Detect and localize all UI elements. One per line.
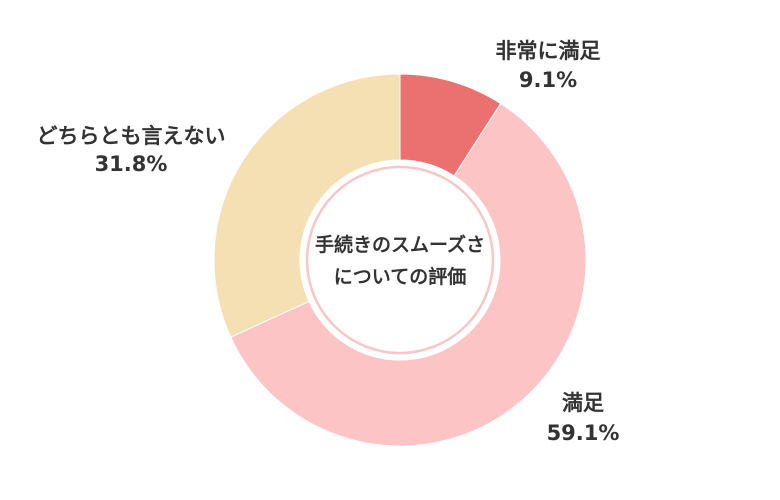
center-title-line-2: についての評価 xyxy=(334,265,466,288)
center-ring xyxy=(305,165,495,355)
label-satisfied-name: 満足 xyxy=(562,391,604,415)
label-neutral-value: 31.8% xyxy=(95,152,168,176)
center-hole xyxy=(300,160,500,360)
label-satisfied-value: 59.1% xyxy=(547,421,620,445)
label-neutral-name: どちらとも言えない xyxy=(37,124,226,148)
label-very-satisfied-value: 9.1% xyxy=(519,68,577,92)
center-title-line-1: 手続きのスムーズさ xyxy=(315,233,485,256)
label-very-satisfied-name: 非常に満足 xyxy=(496,39,601,63)
donut-slices xyxy=(213,73,587,447)
